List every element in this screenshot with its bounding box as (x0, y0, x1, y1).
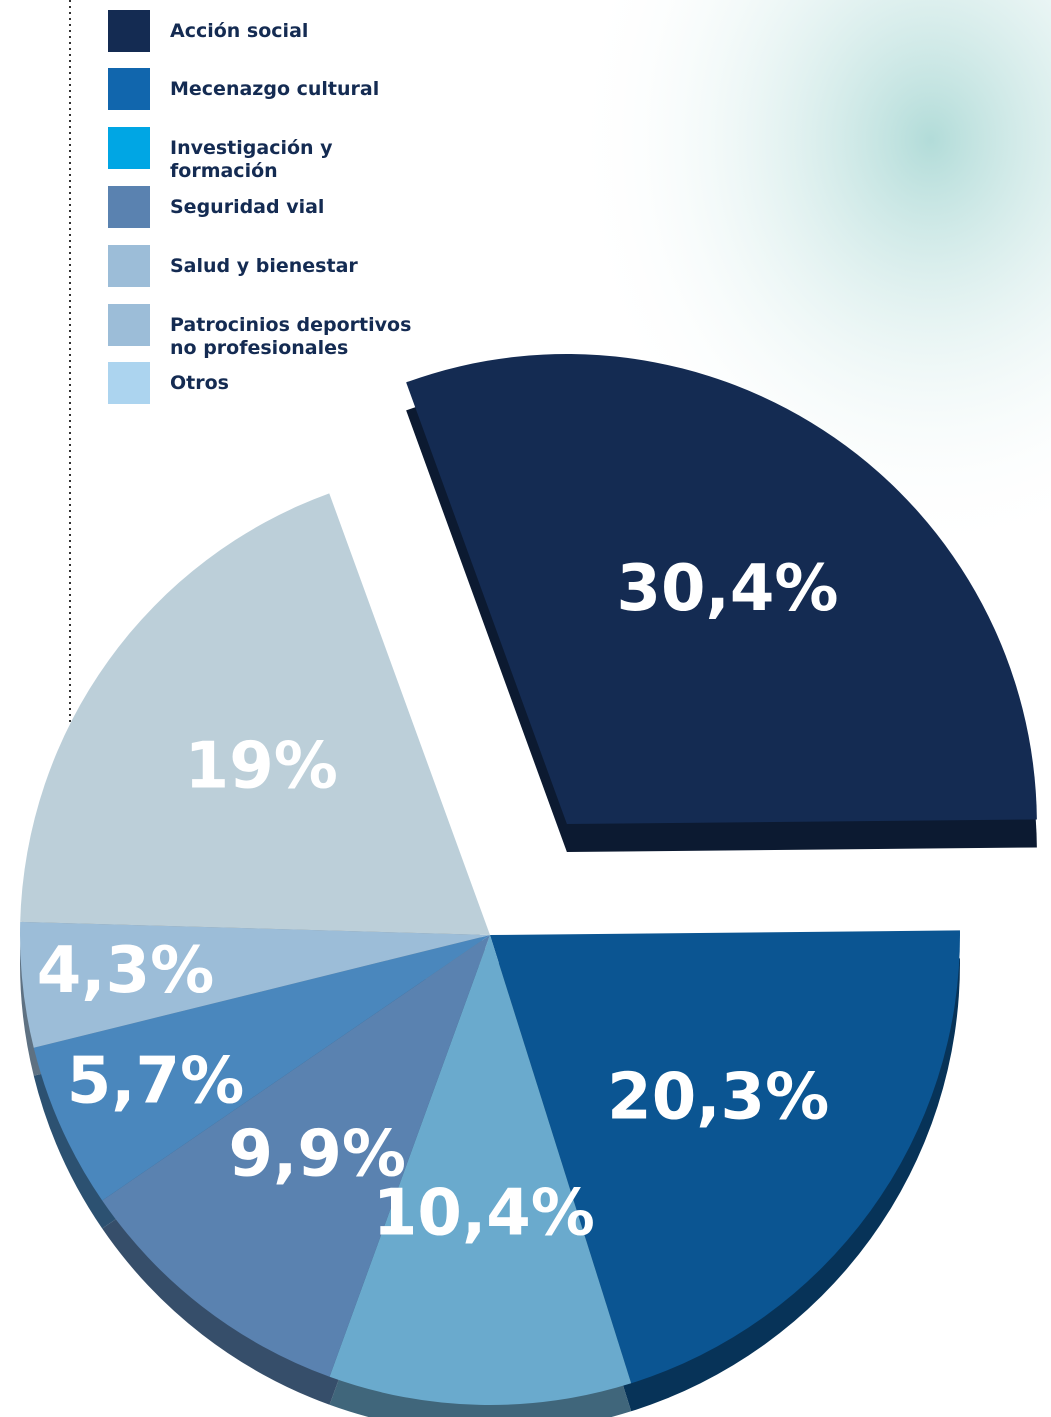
slice (19, 921, 490, 1048)
legend-label: Patrocinios deportivos no profesionales (170, 314, 412, 359)
legend-swatch (108, 245, 150, 287)
value-label: 20,3% (607, 1060, 829, 1134)
legend-label: Seguridad vial (170, 196, 325, 218)
legend-label: Acción social (170, 20, 309, 42)
legend-swatch (108, 362, 150, 404)
slice (329, 935, 632, 1406)
slice (406, 354, 1037, 825)
legend-swatch (108, 127, 150, 169)
legend-swatch (108, 68, 150, 110)
slice (490, 930, 960, 1384)
value-label: 19% (185, 730, 338, 804)
value-label: 30,4% (616, 552, 838, 626)
value-label: 9,9% (228, 1117, 406, 1191)
slice (20, 493, 490, 935)
legend-label: Otros (170, 372, 229, 394)
legend-swatch (108, 10, 150, 52)
legend-label: Investigación y formación (170, 137, 333, 182)
slice (33, 935, 490, 1201)
slice (102, 935, 490, 1377)
legend-label: Mecenazgo cultural (170, 78, 380, 100)
legend-swatch (108, 186, 150, 228)
legend-label: Salud y bienestar (170, 255, 358, 277)
value-label: 4,3% (37, 934, 215, 1008)
value-label: 5,7% (67, 1045, 245, 1119)
value-label: 10,4% (373, 1177, 595, 1251)
legend-swatch (108, 304, 150, 346)
pie: 30,4% 20,3%10,4%9,9%5,7% 4,3% 19% (19, 354, 1037, 1417)
